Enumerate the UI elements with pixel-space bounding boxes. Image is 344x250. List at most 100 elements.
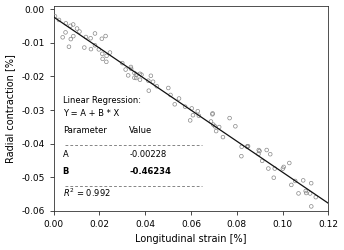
Point (216, 125, 222, 129)
Point (68, 24, 73, 28)
Point (133, 76, 139, 80)
Text: $R^2$ = 0.992: $R^2$ = 0.992 (63, 187, 110, 199)
Point (296, 192, 301, 196)
Point (266, 166, 271, 170)
Point (71, 34, 76, 38)
Point (300, 178, 306, 182)
Point (245, 144, 251, 148)
Point (210, 112, 215, 116)
Text: -0.00228: -0.00228 (129, 150, 166, 159)
Point (303, 191, 309, 195)
Point (104, 54, 109, 58)
Text: -0.46234: -0.46234 (129, 166, 171, 175)
Point (189, 106, 194, 110)
Point (71, 22, 76, 26)
Point (63, 30, 68, 34)
Point (268, 152, 273, 156)
Point (213, 129, 219, 133)
Point (99, 52, 105, 56)
Point (256, 148, 261, 152)
Point (139, 73, 144, 77)
Point (209, 112, 215, 116)
Point (245, 145, 250, 149)
Point (208, 120, 214, 124)
Point (128, 67, 134, 71)
Point (56, 18, 62, 22)
Point (289, 183, 294, 187)
Text: B: B (63, 166, 69, 175)
Point (74, 26, 80, 30)
Point (313, 195, 319, 199)
Point (176, 96, 182, 100)
Point (100, 57, 105, 61)
Point (68, 37, 74, 41)
Point (271, 176, 277, 180)
Point (119, 61, 125, 65)
Point (63, 21, 68, 25)
Point (60, 35, 65, 39)
Point (233, 124, 238, 128)
Point (126, 74, 131, 78)
Point (150, 80, 156, 84)
Text: Parameter: Parameter (63, 126, 107, 135)
Point (172, 102, 178, 106)
Point (239, 154, 244, 158)
Point (96, 48, 101, 52)
Point (245, 144, 250, 148)
Point (182, 105, 188, 109)
Point (82, 46, 87, 50)
Point (308, 192, 313, 196)
Point (292, 179, 298, 183)
Point (128, 65, 134, 69)
Point (280, 166, 286, 170)
Point (211, 122, 216, 126)
Point (256, 152, 261, 156)
Point (195, 109, 201, 113)
Point (146, 79, 151, 83)
Point (137, 78, 143, 82)
Point (92, 43, 98, 47)
Point (103, 34, 108, 38)
Point (99, 37, 105, 41)
Point (212, 124, 218, 128)
Point (287, 161, 292, 165)
Point (259, 159, 265, 163)
Point (148, 74, 154, 78)
Point (227, 116, 232, 120)
Point (187, 118, 193, 122)
Point (146, 89, 152, 93)
Point (165, 86, 171, 90)
Text: Linear Regression:: Linear Regression: (63, 96, 141, 105)
Point (107, 50, 113, 54)
Point (309, 204, 314, 208)
Text: Value: Value (129, 126, 152, 135)
Point (264, 148, 269, 152)
Point (257, 149, 262, 153)
X-axis label: Longitudinal strain [%]: Longitudinal strain [%] (135, 234, 247, 244)
Point (133, 72, 139, 76)
Point (77, 30, 82, 34)
Point (281, 165, 287, 169)
Y-axis label: Radial contraction [%]: Radial contraction [%] (6, 54, 15, 163)
Point (220, 135, 226, 139)
Point (88, 47, 94, 51)
Point (239, 145, 245, 149)
Point (83, 35, 89, 39)
Point (168, 93, 173, 97)
Point (123, 68, 128, 71)
Point (132, 76, 137, 80)
Point (132, 71, 137, 75)
Point (137, 72, 143, 76)
Point (154, 84, 160, 88)
Point (52, 14, 58, 18)
Point (196, 114, 202, 118)
Text: Y = A + B * X: Y = A + B * X (63, 110, 119, 118)
Point (104, 60, 109, 64)
Point (190, 113, 196, 117)
Text: A: A (63, 150, 68, 159)
Point (92, 32, 98, 36)
Point (303, 189, 309, 193)
Point (66, 45, 72, 49)
Point (88, 36, 93, 40)
Point (309, 181, 314, 185)
